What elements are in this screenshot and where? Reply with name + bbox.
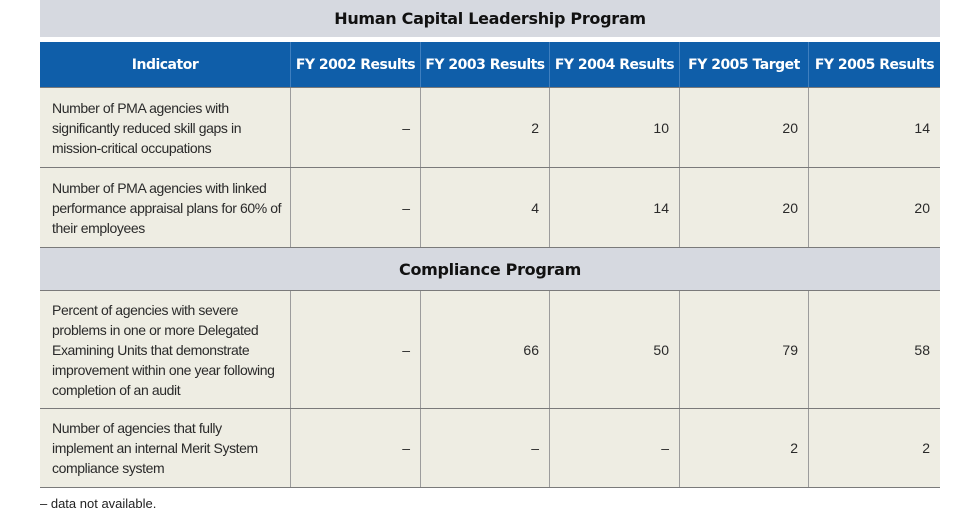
value-cell: 2 xyxy=(680,409,809,487)
value-cell: 20 xyxy=(914,199,930,216)
table-row: Number of agencies that fully implement … xyxy=(40,408,940,487)
value-cell: 50 xyxy=(550,291,680,408)
table-row: Number of PMA agencies with significantl… xyxy=(40,87,940,167)
indicator-cell: Number of PMA agencies with linked perfo… xyxy=(40,168,291,247)
spacer xyxy=(40,37,940,42)
table-bottom-rule xyxy=(40,487,940,488)
value-cell: – xyxy=(291,88,421,167)
indicator-cell: Number of PMA agencies with significantl… xyxy=(40,88,291,167)
section-title-compliance: Compliance Program xyxy=(40,247,940,290)
table-row: Percent of agencies with severe problems… xyxy=(40,290,940,408)
column-header-fy2005-results: FY 2005 Results xyxy=(814,56,935,73)
column-header-fy2002: FY 2002 Results xyxy=(291,42,421,87)
value-cell: 66 xyxy=(421,291,550,408)
value-cell: 2 xyxy=(922,440,930,456)
column-header-fy2005-target: FY 2005 Target xyxy=(680,42,809,87)
column-header-fy2004: FY 2004 Results xyxy=(550,42,680,87)
table-row: Number of PMA agencies with linked perfo… xyxy=(40,167,940,247)
value-cell: 2 xyxy=(421,88,550,167)
value-cell: – xyxy=(291,168,421,247)
value-cell: – xyxy=(550,409,680,487)
column-header-fy2003: FY 2003 Results xyxy=(421,42,550,87)
section-title-human-capital: Human Capital Leadership Program xyxy=(40,0,940,37)
table-header-row: Indicator FY 2002 Results FY 2003 Result… xyxy=(40,42,940,87)
value-cell: 14 xyxy=(550,168,680,247)
value-cell: 79 xyxy=(680,291,809,408)
value-cell: 4 xyxy=(421,168,550,247)
indicator-cell: Percent of agencies with severe problems… xyxy=(40,291,291,408)
value-cell: – xyxy=(291,291,421,408)
value-cell: – xyxy=(421,409,550,487)
value-cell: 58 xyxy=(914,341,930,358)
value-cell: 10 xyxy=(550,88,680,167)
footnote: – data not available. xyxy=(40,496,157,511)
column-header-indicator: Indicator xyxy=(40,42,291,87)
program-results-table: Human Capital Leadership Program Indicat… xyxy=(40,0,940,488)
value-cell: – xyxy=(291,409,421,487)
indicator-cell: Number of agencies that fully implement … xyxy=(40,409,291,487)
value-cell: 20 xyxy=(680,168,809,247)
value-cell: 20 xyxy=(680,88,809,167)
value-cell: 14 xyxy=(914,119,930,136)
